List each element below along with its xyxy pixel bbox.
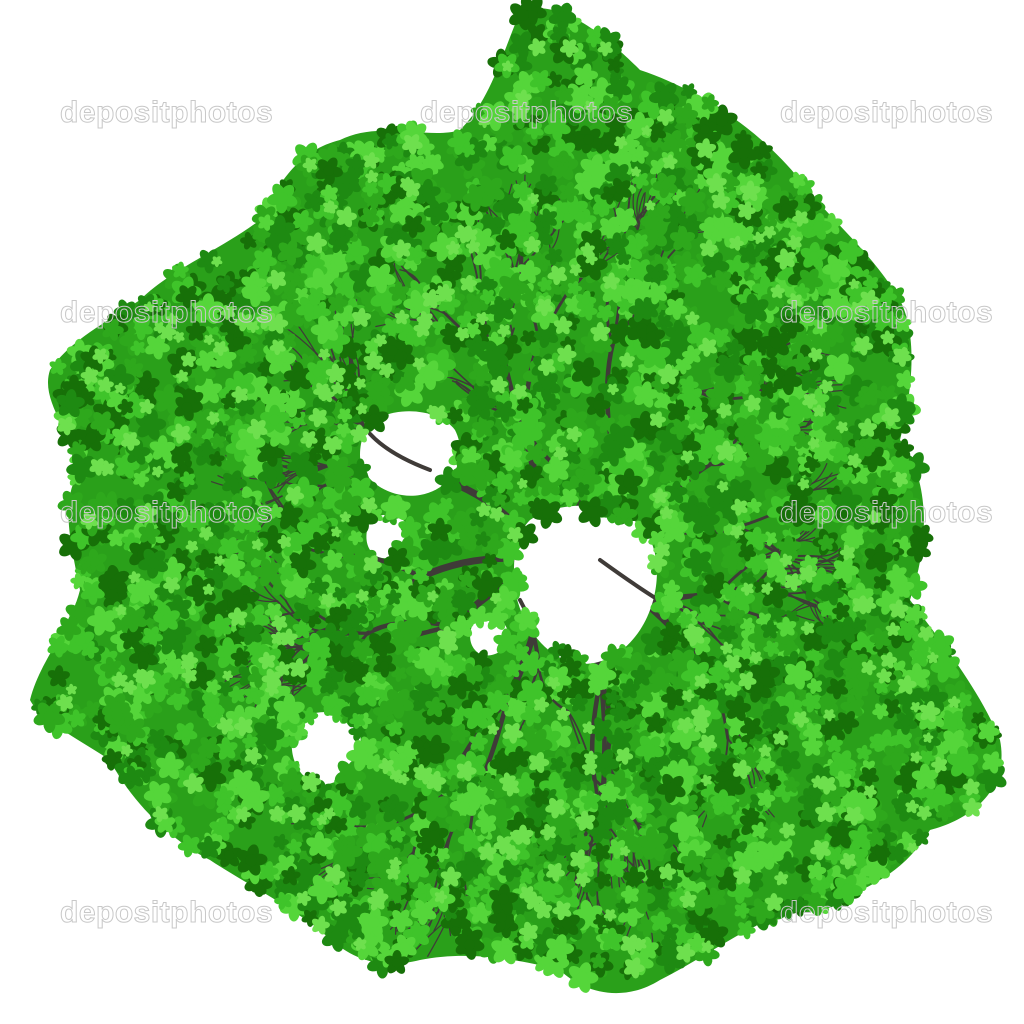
watermark-text: depositphotos (420, 96, 633, 129)
watermark-text: depositphotos (780, 496, 993, 529)
leaf-cluster (896, 369, 916, 390)
leaf-cluster (228, 685, 246, 704)
branch (598, 558, 660, 602)
leaf-cluster (494, 538, 524, 567)
branch (698, 622, 727, 649)
branch (812, 472, 833, 491)
branch (818, 547, 842, 558)
watermark-text: depositphotos (60, 296, 273, 329)
leaf-cluster (680, 83, 698, 100)
foliage-clusters (31, 0, 1007, 993)
branch (248, 586, 279, 602)
watermark-text: depositphotos (780, 96, 993, 129)
branch (401, 266, 422, 286)
branch (812, 476, 838, 491)
watermark-text: depositphotos (60, 96, 273, 129)
branch (809, 462, 828, 486)
watermark-text: depositphotos (60, 496, 273, 529)
branch (368, 431, 432, 472)
branch (276, 469, 296, 486)
watermark-text: depositphotos (60, 896, 273, 929)
watermark-text: depositphotos (780, 896, 993, 929)
watermark-text: depositphotos (780, 296, 993, 329)
